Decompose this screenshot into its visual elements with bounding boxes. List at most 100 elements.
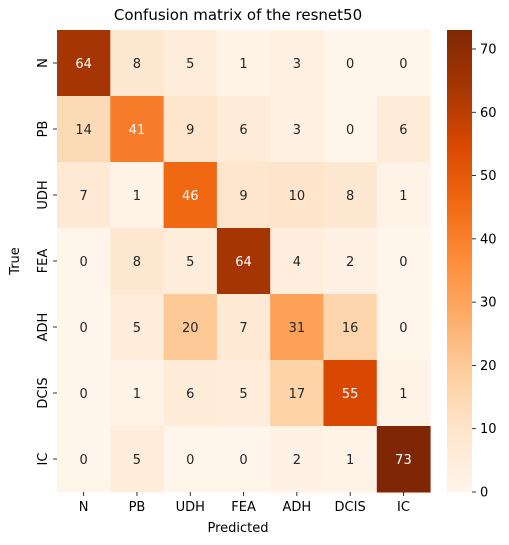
heatmap-cell (270, 30, 324, 97)
cell-value-label: 1 (133, 189, 141, 204)
cell-value-label: 0 (80, 255, 88, 270)
heatmap-cell (57, 30, 111, 97)
cell-value-label: 0 (80, 453, 88, 468)
x-tick-label: PB (129, 500, 146, 515)
heatmap-cell (216, 30, 271, 97)
heatmap-cell (110, 360, 165, 427)
heatmap-cell (163, 228, 218, 295)
cell-value-label: 1 (399, 189, 407, 204)
heatmap-cell (57, 162, 111, 229)
heatmap-cell (110, 228, 165, 295)
heatmap-cell (57, 426, 111, 493)
heatmap-cell (376, 162, 431, 229)
cell-value-label: 0 (399, 321, 407, 336)
colorbar (447, 30, 472, 492)
heatmap-cell (57, 96, 111, 163)
cell-value-label: 14 (75, 123, 92, 138)
cell-value-label: 5 (186, 255, 194, 270)
y-tick-label: DCIS (36, 377, 51, 408)
heatmap-cell (110, 162, 165, 229)
heatmap-cell (270, 360, 324, 427)
y-tick-label: IC (36, 453, 51, 466)
colorbar-tick-label: 70 (480, 42, 497, 57)
cell-value-label: 5 (186, 57, 194, 72)
cell-value-label: 5 (239, 387, 247, 402)
colorbar-tick-label: 10 (480, 422, 497, 437)
cell-value-label: 73 (395, 453, 412, 468)
heatmap-cell (323, 228, 378, 295)
heatmap-cell (216, 96, 271, 163)
cell-value-label: 20 (182, 321, 199, 336)
colorbar-tick-label: 40 (480, 232, 497, 247)
cell-value-label: 0 (186, 453, 194, 468)
cell-value-label: 4 (293, 255, 301, 270)
heatmap-cell-labels: 64 8 5 1 3 0 014 41 9 6 3 0 67 1 46 9 10 8 10 8 5 64 4 2 00 5 20 7 3… (75, 57, 411, 468)
cell-value-label: 0 (399, 255, 407, 270)
heatmap-cell (57, 228, 111, 295)
cell-value-label: 46 (182, 189, 199, 204)
heatmap-cell (323, 294, 378, 361)
heatmap-cells (57, 30, 431, 493)
heatmap-cell (323, 96, 378, 163)
heatmap-cell (376, 96, 431, 163)
heatmap-cell (376, 426, 431, 493)
cell-value-label: 17 (289, 387, 306, 402)
cell-value-label: 0 (80, 321, 88, 336)
y-tick-label: N (36, 58, 51, 68)
heatmap-cell (376, 360, 431, 427)
heatmap-cell (216, 426, 271, 493)
cell-value-label: 10 (289, 189, 306, 204)
cell-value-label: 16 (342, 321, 359, 336)
colorbar-tick-label: 60 (480, 106, 497, 121)
cell-value-label: 1 (239, 57, 247, 72)
heatmap-cell (110, 426, 165, 493)
cell-value-label: 0 (399, 57, 407, 72)
cell-value-label: 5 (133, 321, 141, 336)
x-tick-label: UDH (176, 500, 205, 515)
x-axis-label: Predicted (207, 521, 268, 536)
heatmap-cell (163, 426, 218, 493)
x-tick-label: N (79, 500, 89, 515)
y-tick-label: ADH (36, 313, 51, 342)
cell-value-label: 2 (293, 453, 301, 468)
heatmap-cell (323, 162, 378, 229)
chart-title: Confusion matrix of the resnet50 (114, 6, 362, 24)
cell-value-label: 7 (239, 321, 247, 336)
cell-value-label: 0 (80, 387, 88, 402)
cell-value-label: 64 (235, 255, 252, 270)
heatmap-cell (163, 360, 218, 427)
heatmap-cell (216, 228, 271, 295)
heatmap-cell (270, 426, 324, 493)
cell-value-label: 8 (133, 255, 141, 270)
heatmap-cell (270, 162, 324, 229)
heatmap-cell (323, 360, 378, 427)
cell-value-label: 6 (186, 387, 194, 402)
heatmap-cell (376, 294, 431, 361)
cell-value-label: 8 (346, 189, 354, 204)
x-tick-label: ADH (283, 500, 312, 515)
cell-value-label: 9 (186, 123, 194, 138)
colorbar-tick-label: 0 (480, 486, 488, 501)
cell-value-label: 1 (133, 387, 141, 402)
heatmap-cell (376, 228, 431, 295)
heatmap-cell (110, 30, 165, 97)
heatmap-cell (216, 294, 271, 361)
heatmap-cell (270, 96, 324, 163)
heatmap-cell (110, 294, 165, 361)
cell-value-label: 55 (342, 387, 359, 402)
colorbar-tick-label: 50 (480, 169, 497, 184)
heatmap-cell (376, 30, 431, 97)
heatmap-cell (323, 30, 378, 97)
cell-value-label: 6 (399, 123, 407, 138)
cell-value-label: 6 (239, 123, 247, 138)
cell-value-label: 7 (80, 189, 88, 204)
y-tick-label: PB (36, 121, 51, 138)
cell-value-label: 1 (346, 453, 354, 468)
heatmap-cell (163, 96, 218, 163)
cell-value-label: 3 (293, 57, 301, 72)
cell-value-label: 3 (293, 123, 301, 138)
cell-value-label: 2 (346, 255, 354, 270)
cell-value-label: 0 (239, 453, 247, 468)
colorbar-tick-label: 30 (480, 296, 497, 311)
